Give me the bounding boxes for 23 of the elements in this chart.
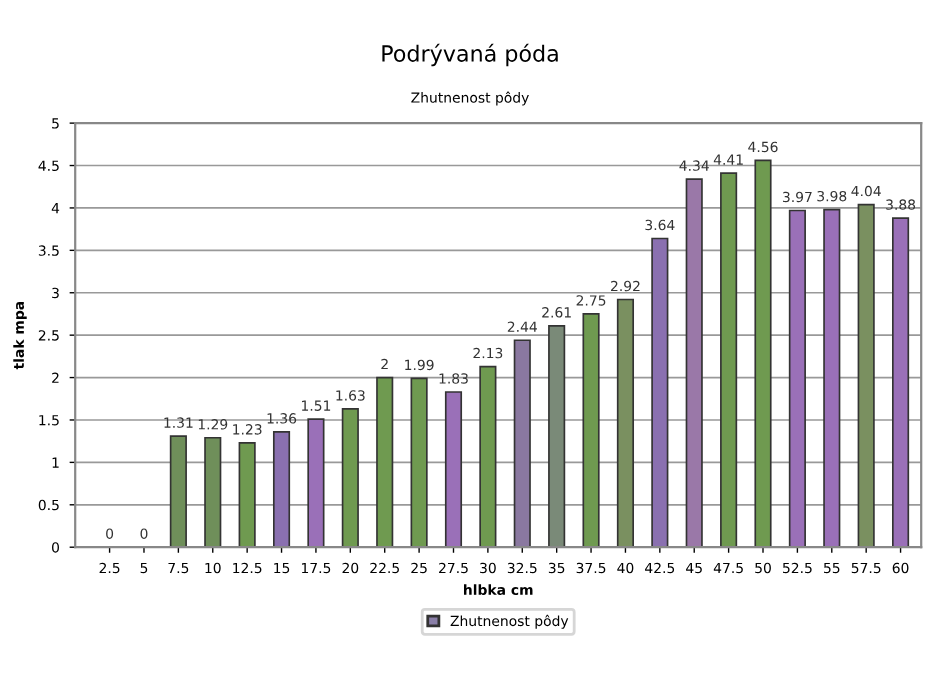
bar [857, 203, 875, 548]
bar [754, 159, 772, 548]
bar [651, 237, 669, 548]
bar [582, 313, 600, 548]
bar [823, 208, 841, 548]
bar [891, 217, 910, 548]
bar [548, 324, 566, 548]
bar [788, 209, 806, 548]
bar [204, 436, 222, 548]
bar [272, 431, 291, 548]
bar [616, 298, 635, 548]
bar [410, 377, 428, 548]
bar [479, 365, 497, 548]
bar [238, 442, 256, 548]
bar [307, 418, 325, 548]
bar [513, 339, 531, 548]
bar [376, 376, 394, 548]
bar [685, 178, 703, 548]
bar [169, 435, 187, 548]
chart-title: Podrývaná póda [382, 43, 558, 67]
bar [341, 408, 359, 548]
bar [444, 391, 463, 548]
bar [720, 172, 738, 548]
